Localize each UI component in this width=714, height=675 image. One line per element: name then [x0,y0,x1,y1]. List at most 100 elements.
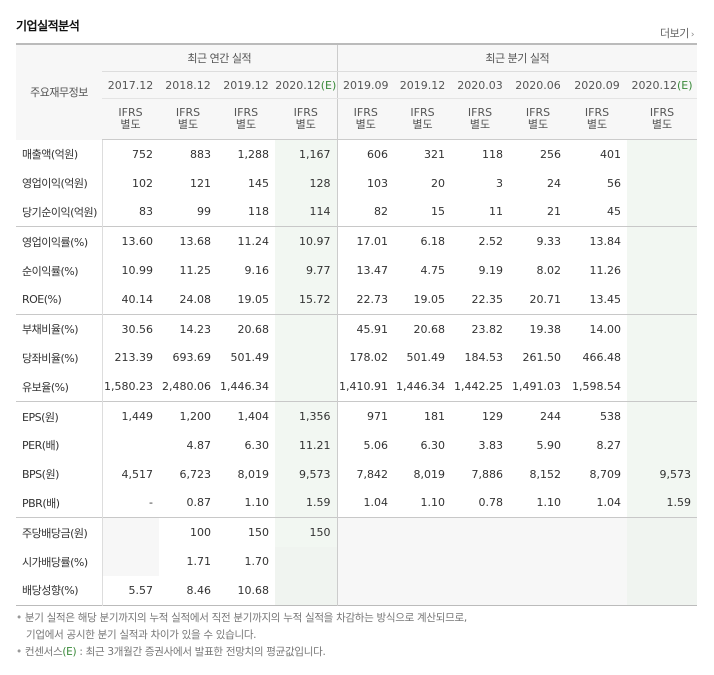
value-cell [627,284,698,315]
table-row: 순이익률(%) 10.99 11.25 9.16 9.77 13.47 4.75 9.19 8.… [16,256,698,285]
value-cell [627,343,698,373]
period-header: 2019.09 [337,71,395,99]
value-cell [275,575,338,606]
value-cell: 752 [132,147,153,161]
period-header: 2017.12 [102,71,159,99]
value-cell: 56 [607,176,622,190]
value-cell: 20 [431,176,446,190]
value-cell [567,575,628,606]
row-label: 유보율(%) [16,372,103,402]
value-cell: 118 [482,147,504,161]
value-cell: 99 [197,205,211,219]
value-cell [627,256,698,285]
value-cell: 1,404 [217,401,275,431]
row-label: PER(배) [16,430,103,460]
value-cell: 30.56 [102,313,159,344]
value-cell: 17.01 [337,226,395,257]
value-cell: 1,598.54 [572,380,622,394]
value-cell: 13.45 [589,292,622,306]
value-cell: 3.83 [478,438,504,452]
value-cell: 1.10 [244,496,270,510]
value-cell: 10.97 [275,226,338,257]
row-label: 영업이익(억원) [16,168,103,198]
ifrs-line1: IFRS [525,106,551,119]
table-row: 배당성향(%) 5.57 8.46 10.68 [16,575,698,606]
value-cell: 10.99 [121,264,154,278]
value-cell: 4.87 [186,438,212,452]
value-cell: 8,019 [237,467,270,481]
value-cell: 20.68 [394,313,452,344]
value-cell: 1.04 [363,496,389,510]
header-group-row: 주요재무정보 최근 연간 실적 최근 분기 실적 [16,44,698,140]
value-cell: 14.00 [567,313,628,344]
table-row: 시가배당률(%) 1.71 1.70 [16,547,698,576]
value-cell: 6.18 [394,226,452,257]
section-title: 기업실적분석 [16,19,80,33]
value-cell [627,547,698,576]
ifrs-basis-header: IFRS 별도 [567,98,628,140]
value-cell [509,517,568,548]
value-cell: 45.91 [337,313,395,344]
value-cell [337,517,395,548]
value-cell [627,168,698,198]
value-cell: 10.68 [237,583,270,597]
ifrs-line1: IFRS [584,106,610,119]
value-cell [627,372,698,402]
value-cell: 1,200 [159,401,217,431]
table-row: BPS(원) 4,517 6,723 8,019 9,573 7,842 8,019 7,88… [16,459,698,489]
value-cell: 213.39 [114,351,154,365]
table-row: EPS(원) 1,449 1,200 1,404 1,356 971 181 129 244 53… [16,401,698,431]
value-cell: 13.84 [567,226,628,257]
estimate-mark: (E) [677,78,693,92]
value-cell [451,547,510,576]
value-cell: 8,709 [589,467,622,481]
value-cell: 1.71 [186,555,212,569]
ifrs-basis-header: IFRS 별도 [102,98,159,140]
value-cell: 8.02 [536,264,562,278]
more-link[interactable]: 더보기 › [660,25,695,41]
value-cell: 19.38 [509,313,568,344]
value-cell: 83 [139,205,153,219]
value-cell: 1,580.23 [104,380,153,394]
value-cell: 9,573 [275,459,338,489]
ifrs-line2: 별도 [651,118,673,131]
period-header: 2019.12 [394,71,452,99]
ifrs-line2: 별도 [469,118,491,131]
value-cell: 261.50 [522,351,562,365]
value-cell: 1,167 [275,139,338,169]
annual-group-header: 최근 연간 실적 [102,44,338,72]
ifrs-line2: 별도 [177,118,199,131]
value-cell [509,547,568,576]
value-cell: 1,442.25 [454,380,504,394]
value-cell: 9.77 [275,256,338,285]
value-cell: 501.49 [230,351,270,365]
value-cell [567,517,628,548]
period-header: 2020.09 [567,71,628,99]
value-cell: 181 [394,401,452,431]
financial-analysis-table: 주요재무정보 최근 연간 실적 최근 분기 실적 2017.12 2018.12… [16,43,698,606]
table-row: 영업이익률(%) 13.60 13.68 11.24 10.97 17.01 6.18 2.5… [16,226,698,257]
value-cell: 256 [540,147,562,161]
value-cell: 114 [275,197,338,227]
note-1-continued: 기업에서 공시한 분기 실적과 차이가 있을 수 있습니다. [26,629,257,641]
value-cell [627,401,698,431]
value-cell: 9,573 [627,459,698,489]
value-cell [275,343,338,373]
value-cell: 1.70 [244,555,270,569]
value-cell: 5.57 [128,583,154,597]
value-cell: 13.47 [356,264,389,278]
value-cell: 538 [567,401,628,431]
value-cell: 693.69 [172,351,212,365]
row-label: ROE(%) [16,284,103,315]
ifrs-line2: 별도 [586,118,608,131]
value-cell: 102 [132,176,153,190]
value-cell: 45 [607,205,622,219]
value-cell: 1,449 [102,401,159,431]
bullet-icon: • [16,612,22,624]
value-cell: 1.59 [627,488,698,518]
value-cell: 1,446.34 [396,380,446,394]
value-cell: 20.71 [529,292,562,306]
period-header: 2018.12 [159,71,217,99]
value-cell: 8.46 [186,583,212,597]
value-cell: 40.14 [121,292,154,306]
